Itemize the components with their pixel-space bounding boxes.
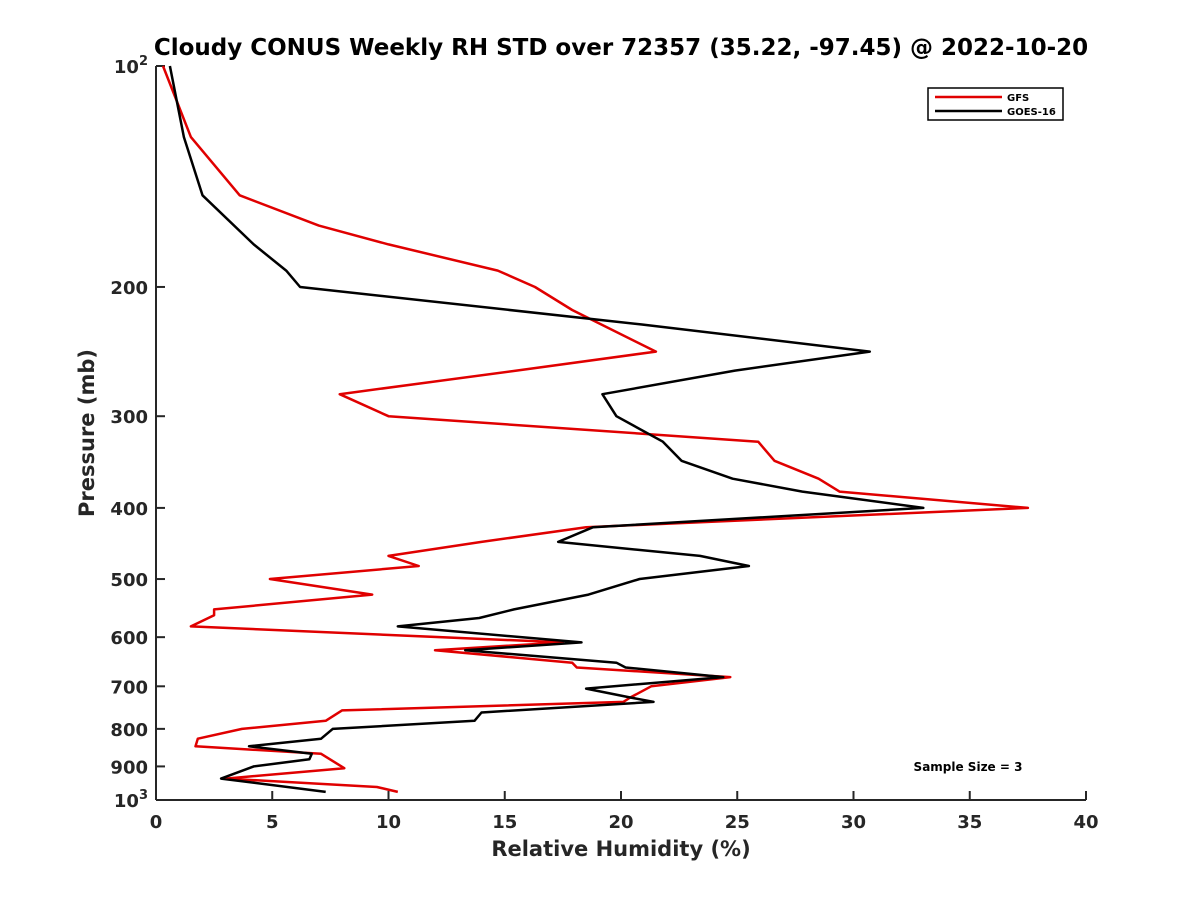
sample-size-note: Sample Size = 3: [914, 760, 1023, 774]
legend-box: [927, 87, 1064, 121]
x-tick-label: 40: [1073, 812, 1098, 833]
plot-area: 0 5 10 15 20 25 30 35 40 102 200 300 400 500 600 700 80…: [110, 54, 1098, 833]
series-layer: [161, 65, 1030, 794]
y-tick-label: 500: [110, 570, 148, 591]
x-tick-label: 5: [266, 812, 279, 833]
y-tick-label: 103: [114, 788, 148, 812]
y-tick-label: 102: [114, 54, 148, 78]
x-tick-label: 20: [608, 812, 633, 833]
series-line-gfs: [161, 65, 1030, 794]
x-tick-label: 35: [957, 812, 982, 833]
y-tick-label: 400: [110, 499, 148, 520]
y-tick-label: 600: [110, 628, 148, 649]
y-tick-label: 300: [110, 407, 148, 428]
y-tick-label: 700: [110, 677, 148, 698]
x-tick-label: 10: [376, 812, 401, 833]
legend-label-gfs: GFS: [1007, 93, 1029, 104]
legend[interactable]: GFS GOES-16: [927, 87, 1064, 121]
x-tick-label: 30: [841, 812, 866, 833]
y-axis-label: Pressure (mb): [75, 349, 99, 517]
y-tick-label: 200: [110, 278, 148, 299]
chart-title: Cloudy CONUS Weekly RH STD over 72357 (3…: [154, 35, 1088, 61]
x-axis-label: Relative Humidity (%): [491, 837, 750, 861]
y-ticks: 102 200 300 400 500 600 700 800 900 103: [110, 54, 165, 812]
y-tick-label: 800: [110, 720, 148, 741]
legend-label-goes16: GOES-16: [1007, 107, 1056, 118]
x-tick-label: 25: [725, 812, 750, 833]
x-tick-label: 0: [150, 812, 163, 833]
x-ticks: 0 5 10 15 20 25 30 35 40: [150, 791, 1099, 833]
x-tick-label: 15: [492, 812, 517, 833]
series-line-goes16: [168, 65, 925, 794]
y-tick-label: 900: [110, 757, 148, 778]
